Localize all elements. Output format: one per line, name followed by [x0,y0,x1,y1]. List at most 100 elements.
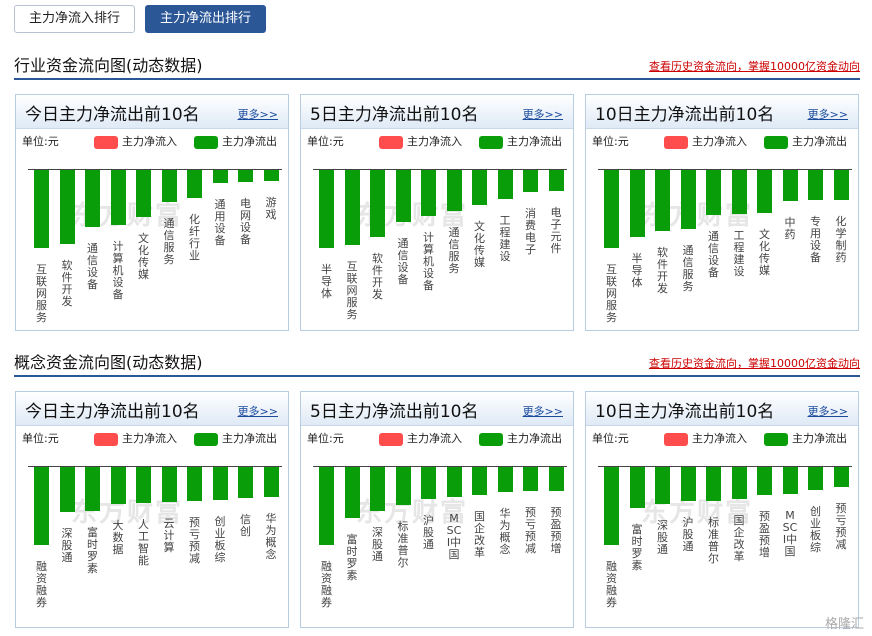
bar [59,467,75,513]
inflow-swatch [664,135,688,149]
bar [472,170,487,206]
tab-net-outflow-rank[interactable]: 主力净流出排行 [145,5,267,33]
bar [706,467,721,501]
category-label: 互联网服务 [346,259,358,321]
history-flow-link[interactable]: 查看历史资金流向，掌握10000亿资金动向 [649,357,860,370]
unit-label: 单位:元 [307,432,344,445]
category-label: 通用设备 [214,198,226,248]
bar [395,170,411,223]
bar [706,170,721,216]
bar [472,467,487,496]
tab-net-inflow-rank[interactable]: 主力净流入排行 [14,5,136,33]
inflow-swatch [379,432,403,446]
more-link[interactable]: 更多>> [237,108,278,121]
bar [212,467,228,500]
category-label: 文化传媒 [138,231,149,281]
bar [370,170,385,238]
category-label: 消费电子 [525,206,536,256]
bar-chart: 东方财富 互联网服务 软件开发 通信设备 计算机设备 文化传媒 通信服务 化纤行业 通用设备 电网… [16,151,290,331]
flow-panel: 今日主力净流出前10名 更多>> 单位:元 主力净流入 主力净流出 东方财富 融资融券 深股通… [15,391,289,628]
bar [629,170,645,238]
bar [136,170,151,217]
legend-inflow-label: 主力净流入 [122,135,177,148]
panel-title: 今日主力净流出前10名 [25,105,200,125]
legend-inflow-label: 主力净流入 [407,135,462,148]
category-label: 软件开发 [657,245,668,295]
flow-panel: 今日主力净流出前10名 更多>> 单位:元 主力净流入 主力净流出 东方财富 互联网服务 软件… [15,94,289,331]
panel-header: 5日主力净流出前10名 更多>> [301,392,573,426]
bar [446,170,462,212]
panel-header: 今日主力净流出前10名 更多>> [16,392,288,426]
zero-axis [313,466,567,467]
category-label: 软件开发 [61,259,73,309]
bar [731,170,747,215]
legend-outflow: 主力净流出 [194,133,277,149]
category-label: 华为概念 [265,511,277,561]
tab-bar: 主力净流入排行 主力净流出排行 [14,5,267,33]
category-label: 文化传媒 [474,220,485,270]
category-label: 深股通 [657,519,668,557]
category-label: 创业板综 [214,514,226,564]
more-link[interactable]: 更多>> [807,405,848,418]
more-link[interactable]: 更多>> [522,405,563,418]
category-label: 预盈预增 [550,506,562,556]
inflow-swatch [379,135,403,149]
bar [757,170,772,213]
unit-label: 单位:元 [592,135,629,148]
category-label: 预盈预增 [759,510,770,560]
category-label: 大数据 [112,518,124,556]
bar [680,467,696,501]
zero-axis [28,169,282,170]
bar [395,467,411,506]
category-label: 富时罗素 [631,522,643,572]
bar [344,170,360,245]
panel-header: 今日主力净流出前10名 更多>> [16,95,288,129]
category-label: 工程建设 [499,213,511,263]
outflow-swatch [764,135,788,149]
legend-outflow-label: 主力净流出 [792,432,847,445]
category-label: 互联网服务 [36,263,47,324]
legend-inflow-label: 主力净流入 [122,432,177,445]
unit-label: 单位:元 [307,135,344,148]
category-label: 富时罗素 [346,533,358,583]
bar-chart: 东方财富 融资融券 富时罗素 深股通 沪股通 标准普尔 国企改革 预盈预增 MSCI中国 创业板综… [586,448,860,628]
chart-legend: 单位:元 主力净流入 主力净流出 [16,428,288,446]
inflow-swatch [94,432,118,446]
category-label: 通信服务 [163,216,175,266]
bar [497,467,513,492]
bar [34,467,49,545]
chart-legend: 单位:元 主力净流入 主力净流出 [301,131,573,149]
section-divider [14,78,860,80]
outflow-swatch [479,135,503,149]
more-link[interactable]: 更多>> [522,108,563,121]
bar [604,170,619,248]
category-label: 沪股通 [682,515,694,553]
category-label: 融资融券 [321,560,332,609]
category-label: 化学制药 [835,214,847,264]
chart-legend: 单位:元 主力净流入 主力净流出 [16,131,288,149]
bar [85,467,100,511]
bar [629,467,645,508]
legend-outflow-label: 主力净流出 [792,135,847,148]
category-label: 通信服务 [448,226,460,276]
category-label: 通信设备 [87,241,98,291]
category-label: 预亏预减 [835,501,847,551]
category-label: 深股通 [61,527,73,565]
section-title: 行业资金流向图(动态数据) [14,56,203,75]
legend-outflow: 主力净流出 [479,133,562,149]
bar [161,467,177,503]
category-label: 电网设备 [240,197,251,247]
zero-axis [28,466,282,467]
history-flow-link[interactable]: 查看历史资金流向，掌握10000亿资金动向 [649,60,860,73]
category-label: 游戏 [265,195,277,221]
section-header: 行业资金流向图(动态数据) 查看历史资金流向，掌握10000亿资金动向 [14,48,860,80]
category-label: 沪股通 [423,513,434,551]
category-label: 富时罗素 [87,525,98,575]
bar [655,170,670,231]
more-link[interactable]: 更多>> [237,405,278,418]
more-link[interactable]: 更多>> [807,108,848,121]
category-label: 计算机设备 [112,240,124,302]
legend-inflow: 主力净流入 [379,430,462,446]
legend-inflow: 主力净流入 [94,430,177,446]
bar [263,170,279,181]
